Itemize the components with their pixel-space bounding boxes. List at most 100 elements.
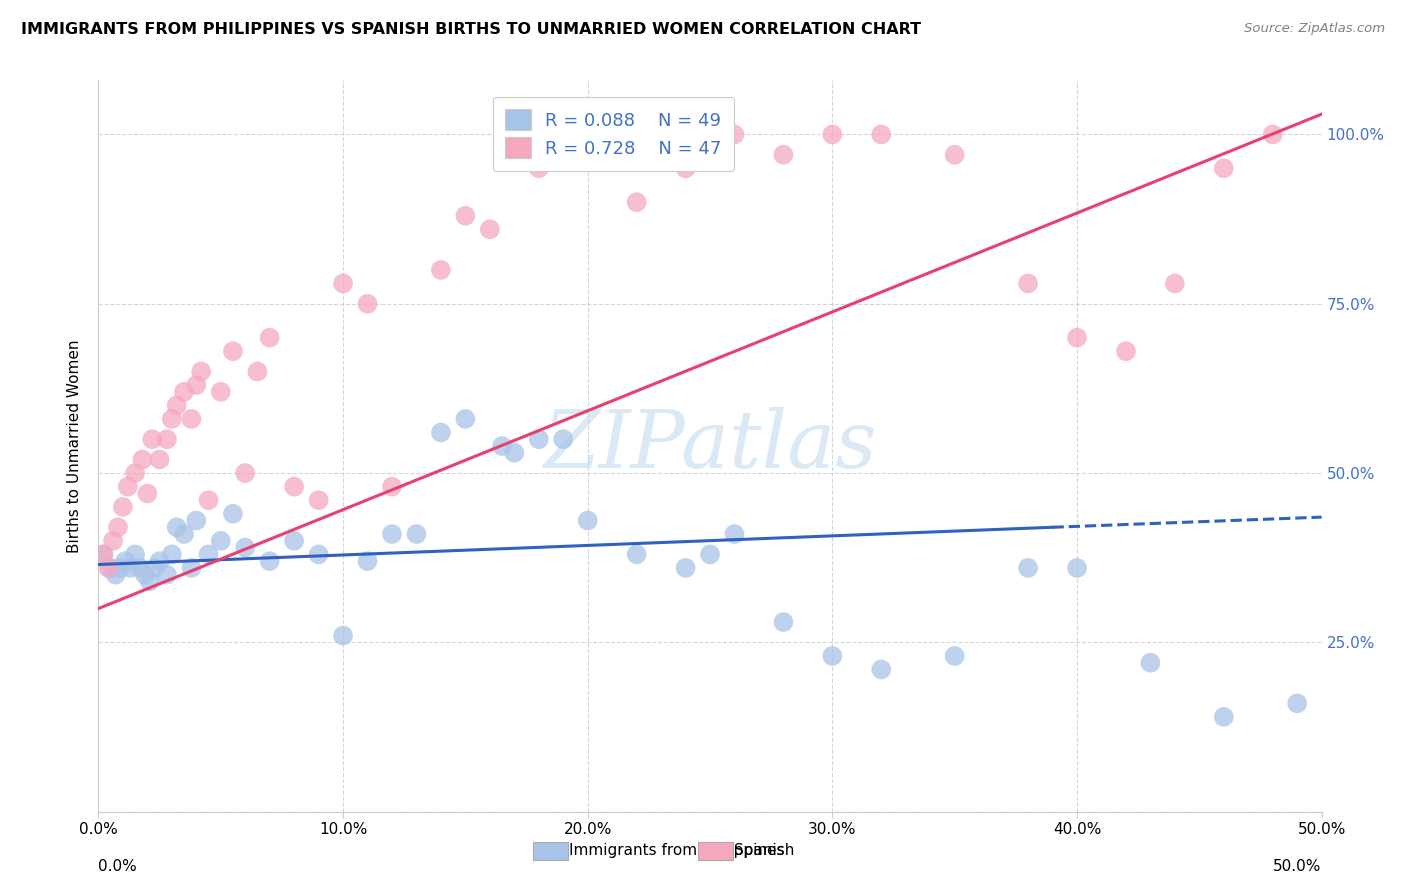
Point [222, 507, 245, 521]
Point [626, 547, 648, 561]
Point [180, 412, 202, 426]
Point [180, 561, 202, 575]
Point [943, 648, 966, 663]
Point [124, 466, 146, 480]
Point [870, 663, 893, 677]
Point [405, 527, 427, 541]
Point [209, 533, 232, 548]
Point [356, 297, 378, 311]
Text: IMMIGRANTS FROM PHILIPPINES VS SPANISH BIRTHS TO UNMARRIED WOMEN CORRELATION CHA: IMMIGRANTS FROM PHILIPPINES VS SPANISH B… [21, 22, 921, 37]
Point [131, 452, 153, 467]
Point [197, 547, 219, 561]
Point [626, 195, 648, 210]
Point [160, 547, 183, 561]
Point [141, 432, 163, 446]
Point [139, 574, 162, 589]
Point [1212, 161, 1234, 176]
Point [259, 554, 281, 568]
Point [136, 486, 159, 500]
Point [381, 480, 404, 494]
Point [173, 384, 195, 399]
Text: Spanish: Spanish [734, 844, 794, 858]
Point [356, 554, 378, 568]
Point [1286, 697, 1309, 711]
Point [197, 493, 219, 508]
Point [101, 533, 124, 548]
Point [222, 344, 245, 359]
Point [110, 561, 132, 575]
Point [1261, 128, 1284, 142]
Point [1212, 710, 1234, 724]
Point [156, 432, 179, 446]
Point [576, 148, 599, 162]
Point [527, 432, 550, 446]
Point [91, 547, 114, 561]
Point [134, 567, 156, 582]
Point [870, 128, 893, 142]
Point [723, 128, 745, 142]
Point [283, 480, 305, 494]
Point [114, 554, 136, 568]
Point [772, 148, 794, 162]
Point [111, 500, 134, 514]
Point [91, 547, 114, 561]
Point [173, 527, 195, 541]
Text: Immigrants from Philippines: Immigrants from Philippines [569, 844, 785, 858]
Point [100, 561, 122, 575]
Point [332, 629, 354, 643]
Point [576, 514, 599, 528]
Legend: R = 0.088    N = 49, R = 0.728    N = 47: R = 0.088 N = 49, R = 0.728 N = 47 [492, 96, 734, 171]
Point [1066, 331, 1088, 345]
Text: 0.0%: 0.0% [98, 859, 138, 874]
Point [259, 331, 281, 345]
Point [209, 384, 232, 399]
Point [675, 161, 697, 176]
Point [233, 541, 256, 555]
Point [166, 398, 188, 412]
Point [143, 561, 166, 575]
Point [723, 527, 745, 541]
Point [943, 148, 966, 162]
Point [1017, 561, 1039, 575]
Point [308, 493, 330, 508]
Point [156, 567, 179, 582]
Point [1164, 277, 1187, 291]
Point [821, 648, 844, 663]
Point [454, 209, 477, 223]
Point [503, 446, 526, 460]
Point [124, 547, 146, 561]
Point [233, 466, 256, 480]
Point [149, 452, 172, 467]
Point [454, 412, 477, 426]
Point [772, 615, 794, 629]
Point [478, 222, 501, 236]
Point [117, 480, 139, 494]
Y-axis label: Births to Unmarried Women: Births to Unmarried Women [67, 339, 83, 553]
Point [553, 432, 575, 446]
Point [1139, 656, 1161, 670]
Point [1115, 344, 1137, 359]
Point [120, 561, 142, 575]
Point [381, 527, 404, 541]
Point [160, 412, 183, 426]
Point [675, 561, 697, 575]
Point [129, 561, 152, 575]
Point [332, 277, 354, 291]
Text: ZIPatlas: ZIPatlas [543, 408, 877, 484]
Point [308, 547, 330, 561]
Text: Source: ZipAtlas.com: Source: ZipAtlas.com [1244, 22, 1385, 36]
Point [246, 364, 269, 378]
Point [821, 128, 844, 142]
Point [527, 161, 550, 176]
Point [97, 561, 120, 575]
Point [186, 514, 208, 528]
Point [149, 554, 172, 568]
Point [104, 567, 127, 582]
Point [166, 520, 188, 534]
Point [190, 364, 212, 378]
Point [430, 263, 453, 277]
Point [699, 547, 721, 561]
Point [283, 533, 305, 548]
Point [107, 520, 129, 534]
Point [186, 378, 208, 392]
